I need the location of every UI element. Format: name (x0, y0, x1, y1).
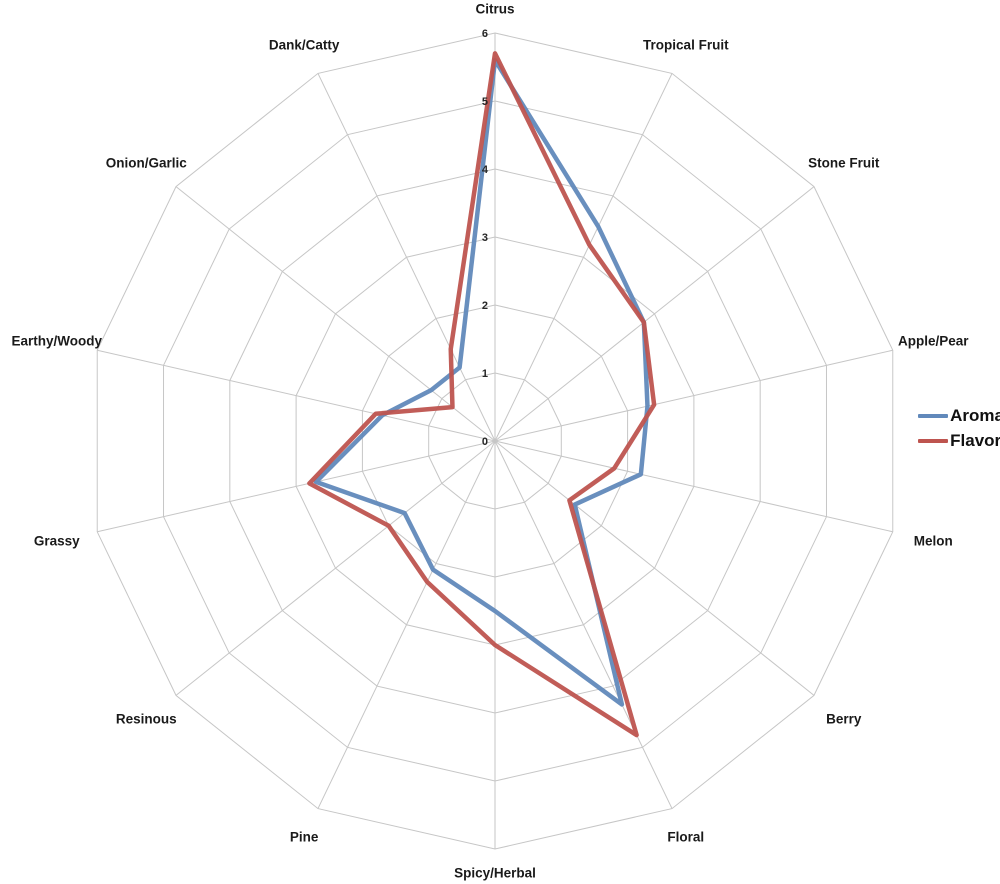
axis-spoke (494, 440, 815, 696)
axis-label-resinous: Resinous (115, 711, 177, 727)
axis-label-pine: Pine (289, 829, 319, 845)
series-line-flavor (307, 51, 657, 738)
legend-item-flavor[interactable]: Flavor (918, 431, 1000, 451)
radial-tick-label: 4 (482, 164, 489, 176)
axis-label-grassy: Grassy (33, 533, 80, 549)
legend-swatch-aroma (918, 414, 949, 418)
radial-tick-label: 5 (482, 96, 488, 108)
legend-label-flavor: Flavor (950, 431, 1000, 450)
axis-spoke (317, 73, 496, 442)
axis-label-apple-pear: Apple/Pear (898, 333, 969, 349)
legend-item-aroma[interactable]: Aroma (918, 406, 1000, 426)
axis-spoke (97, 349, 496, 442)
axis-label-berry: Berry (826, 711, 862, 727)
axis-spoke (175, 186, 496, 442)
axis-label-tropical-fruit: Tropical Fruit (643, 37, 729, 53)
axis-label-floral: Floral (667, 829, 705, 845)
radial-tick-label: 6 (482, 28, 488, 40)
axis-spoke (317, 440, 496, 809)
legend: Aroma Flavor (918, 406, 1000, 451)
legend-swatch-flavor (918, 439, 949, 443)
axis-label-onion-garlic: Onion/Garlic (105, 155, 187, 171)
axis-spoke (494, 440, 893, 533)
radial-tick-label: 2 (482, 300, 488, 312)
axis-label-dank-catty: Dank/Catty (268, 37, 340, 53)
axis-label-spicy-herbal: Spicy/Herbal (454, 865, 536, 881)
axis-spoke (175, 440, 496, 696)
radial-tick-label: 3 (482, 232, 488, 244)
axis-label-stone-fruit: Stone Fruit (808, 155, 880, 171)
axis-spoke (494, 440, 673, 809)
axis-label-citrus: Citrus (475, 1, 515, 17)
axis-spoke (494, 349, 893, 442)
radial-tick-label: 1 (482, 368, 488, 380)
series-line-aroma (313, 57, 650, 707)
axis-spoke (494, 186, 815, 442)
axis-label-earthy-woody: Earthy/Woody (11, 333, 102, 349)
axis-spoke (97, 440, 496, 533)
axis-label-melon: Melon (913, 533, 953, 549)
radial-tick-label: 0 (482, 436, 488, 448)
legend-label-aroma: Aroma (950, 406, 1000, 425)
axis-spoke (494, 73, 673, 442)
